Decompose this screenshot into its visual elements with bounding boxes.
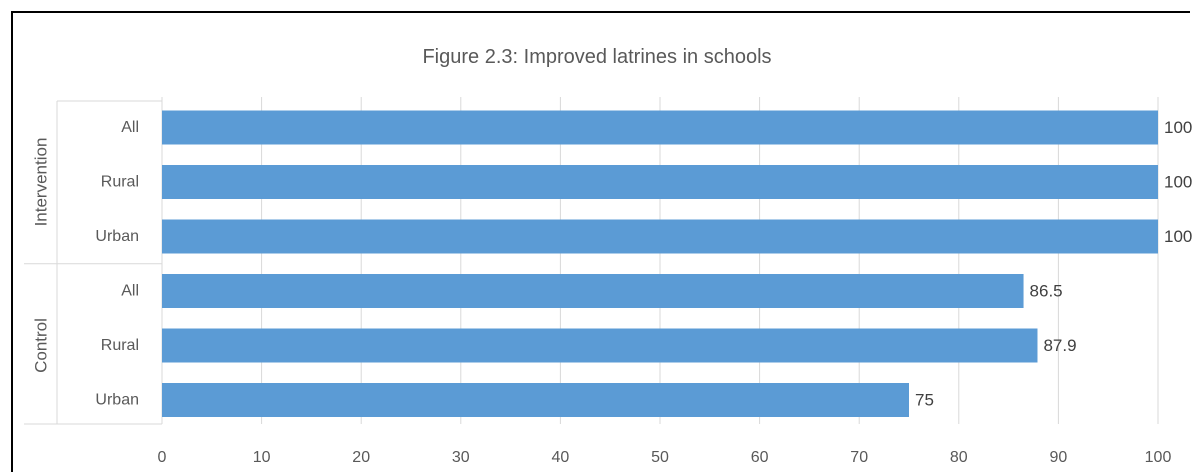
category-label: Urban	[95, 392, 139, 409]
category-label: All	[121, 283, 139, 300]
x-tick-label: 50	[651, 449, 669, 466]
x-tick-label: 60	[751, 449, 769, 466]
data-label: 100	[1164, 227, 1192, 246]
category-label: All	[121, 119, 139, 136]
data-label: 100	[1164, 118, 1192, 137]
data-label: 100	[1164, 173, 1192, 192]
chart-title: Figure 2.3: Improved latrines in schools	[422, 46, 771, 68]
bar	[162, 383, 909, 417]
category-label: Rural	[101, 337, 139, 354]
x-tick-label: 30	[452, 449, 470, 466]
bar	[162, 110, 1158, 145]
x-tick-label: 90	[1050, 449, 1068, 466]
bar	[162, 219, 1158, 254]
x-tick-label: 80	[950, 449, 968, 466]
group-label: Control	[32, 318, 51, 373]
x-tick-label: 20	[352, 449, 370, 466]
bar	[162, 165, 1158, 199]
data-label: 86.5	[1030, 282, 1063, 301]
category-label: Rural	[101, 174, 139, 191]
x-tick-label: 100	[1145, 449, 1172, 466]
x-tick-label: 40	[552, 449, 570, 466]
bar	[162, 328, 1038, 363]
group-label: Intervention	[32, 138, 51, 227]
x-tick-label: 0	[158, 449, 167, 466]
data-label: 75	[915, 391, 934, 410]
x-tick-label: 10	[253, 449, 271, 466]
bar	[162, 274, 1024, 308]
data-label: 87.9	[1043, 336, 1076, 355]
category-label: Urban	[95, 228, 139, 245]
x-tick-label: 70	[850, 449, 868, 466]
